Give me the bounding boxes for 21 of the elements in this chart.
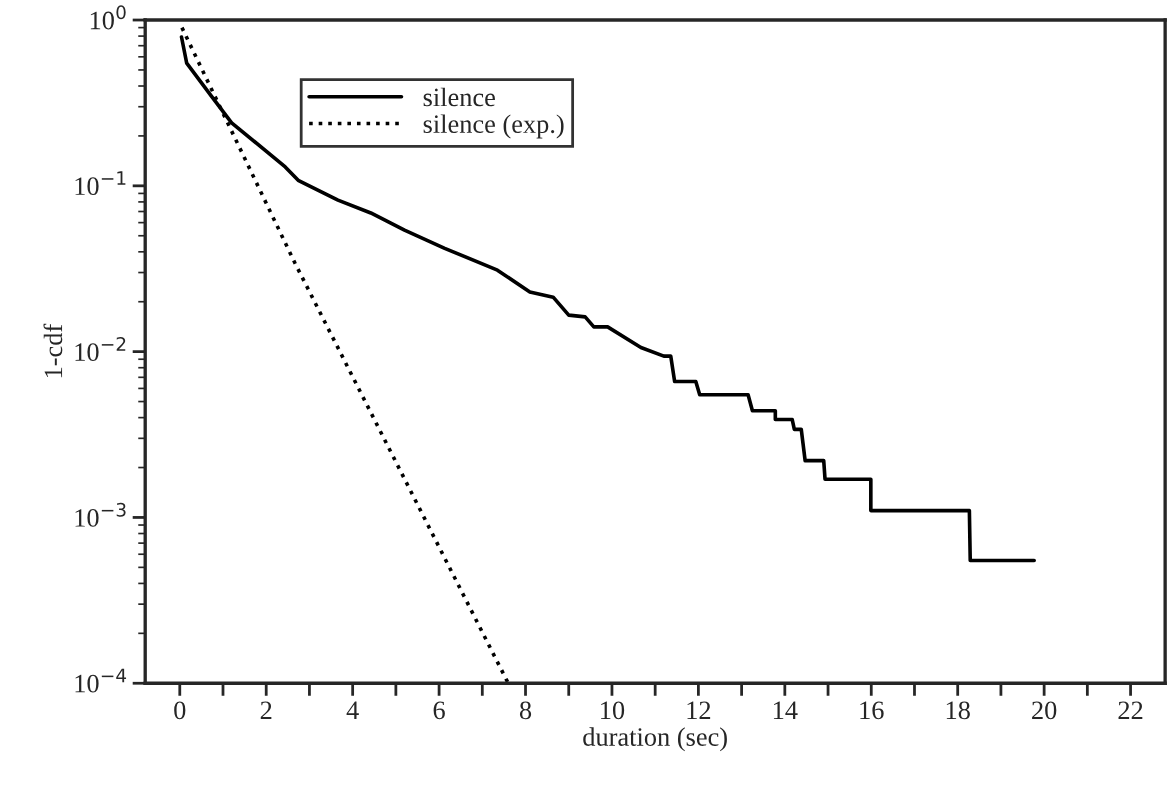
x-tick-label: 0 bbox=[174, 701, 186, 720]
legend-label: silence (exp.) bbox=[423, 114, 564, 139]
x-axis-title: duration (sec) bbox=[583, 727, 727, 752]
x-tick-label: 8 bbox=[519, 701, 532, 720]
legend-label: silence bbox=[423, 87, 495, 107]
x-tick-label: 12 bbox=[687, 701, 711, 719]
x-tick-label: 14 bbox=[773, 701, 798, 719]
x-tick-label: 10 bbox=[601, 701, 625, 720]
x-tick-label: 20 bbox=[1032, 701, 1057, 720]
y-axis-title: 1-cdf bbox=[43, 323, 63, 378]
x-tick-label: 16 bbox=[860, 701, 884, 720]
y-tick-label: 10$^{0}$ bbox=[90, 5, 126, 30]
x-tick-label: 18 bbox=[946, 701, 970, 720]
y-tick-label: 10$^{−2}$ bbox=[75, 336, 126, 362]
y-tick-label: 10$^{−4}$ bbox=[75, 668, 127, 693]
x-tick-label: 4 bbox=[346, 701, 359, 719]
y-tick-label: 10$^{−3}$ bbox=[75, 502, 126, 527]
x-tick-label: 6 bbox=[433, 701, 445, 720]
x-tick-label: 2 bbox=[260, 701, 272, 719]
x-tick-label: 22 bbox=[1118, 701, 1143, 719]
y-tick-label: 10$^{−1}$ bbox=[75, 171, 126, 196]
